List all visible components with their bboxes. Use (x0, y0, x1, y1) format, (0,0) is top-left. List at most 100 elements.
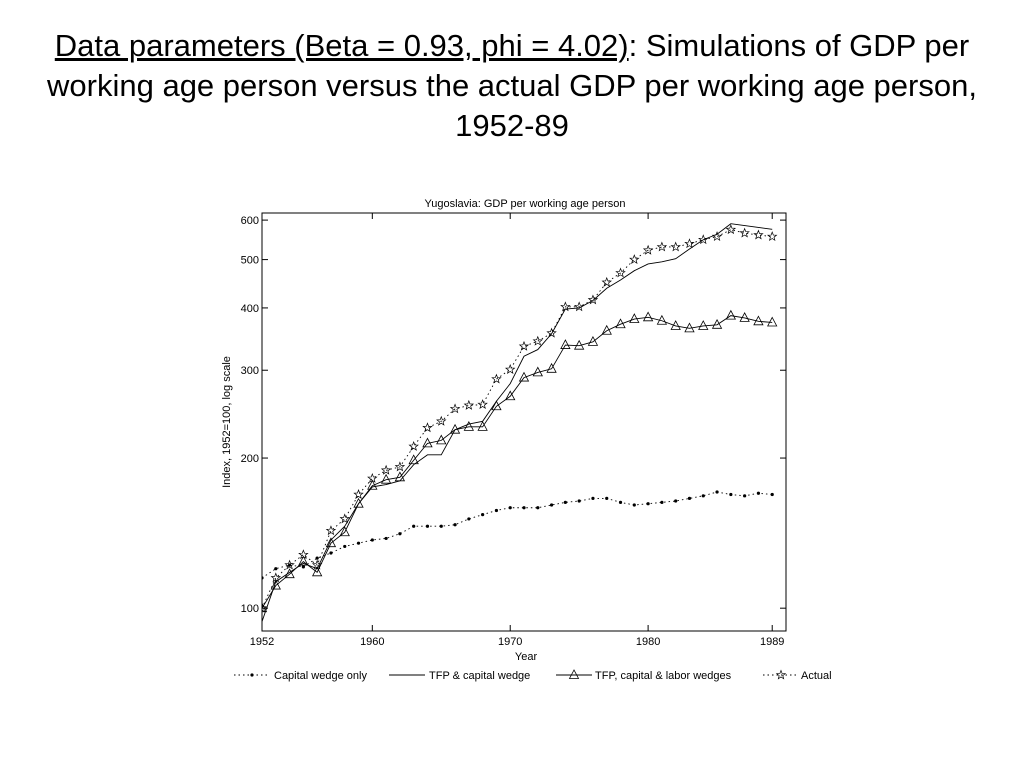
series-point (711, 318, 723, 329)
series-point (684, 322, 695, 333)
series-point (591, 496, 595, 501)
series-point (656, 241, 668, 252)
series-point (632, 503, 636, 507)
series-2 (262, 223, 773, 622)
series-point (508, 506, 512, 510)
series-point (674, 499, 678, 503)
series-point (577, 499, 581, 503)
series-point (546, 362, 557, 373)
series-point (504, 364, 516, 374)
y-tick-label: 100 (241, 603, 259, 615)
series-point (380, 473, 392, 484)
series-point (536, 506, 540, 510)
series-point (353, 497, 364, 508)
series-point (367, 472, 378, 483)
plot-frame (261, 212, 787, 632)
series-point (449, 403, 461, 414)
series-point (394, 461, 406, 472)
series-point (491, 400, 502, 411)
series-point (477, 420, 488, 431)
series-point (467, 517, 471, 521)
series-point (325, 525, 337, 536)
y-tick-label: 500 (241, 255, 259, 267)
series-point (739, 227, 750, 238)
series-point (698, 234, 709, 245)
y-axis: 100 200 300 400 500 600 (241, 215, 786, 615)
series-point (270, 579, 281, 590)
x-axis-label: Year (515, 651, 538, 663)
series-point (384, 536, 388, 541)
series-point (711, 231, 723, 242)
series-point (298, 555, 309, 566)
legend: Capital wedge only TFP & capital wedge TFP… (234, 669, 832, 682)
series-point (449, 423, 461, 434)
series-point (725, 309, 737, 320)
series-line (262, 229, 773, 609)
series-point (753, 315, 764, 326)
series-point (615, 267, 626, 278)
series-point (408, 454, 419, 465)
series-point (646, 502, 650, 506)
legend-label: Actual (801, 670, 832, 682)
series-point (284, 568, 295, 579)
series-point (329, 551, 333, 555)
series-point (518, 371, 530, 382)
legend-marker (568, 669, 580, 679)
series-point (284, 559, 295, 570)
slide-title-description: : Simulations of GDP per working age per… (47, 28, 977, 143)
y-tick-label: 200 (241, 453, 259, 465)
series-point (370, 538, 374, 542)
series-point (601, 276, 612, 287)
series-point (615, 318, 626, 329)
legend-label: TFP & capital wedge (429, 670, 530, 682)
series-point (656, 314, 668, 325)
legend-entry: Capital wedge only (234, 670, 367, 682)
series-point (262, 576, 264, 580)
series-point (573, 301, 585, 312)
series-point (367, 479, 378, 490)
series-point (315, 556, 319, 560)
series-point (425, 524, 430, 528)
slide-title: Data parameters (Beta = 0.93, phi = 4.02… (40, 26, 984, 146)
legend-entry: TFP & capital wedge (389, 670, 530, 682)
series-point (573, 339, 585, 350)
series-point (629, 254, 640, 265)
series-point (262, 602, 268, 613)
series-point (698, 320, 709, 330)
series-point (753, 229, 764, 240)
legend-entry: TFP, capital & labor wedges (556, 669, 732, 682)
series-point (325, 537, 337, 548)
series-point (642, 244, 654, 255)
series-point (563, 500, 567, 504)
series-point (262, 602, 268, 613)
series-point (560, 301, 571, 312)
slide-title-parameters: Data parameters (Beta = 0.93, phi = 4.02… (54, 28, 629, 63)
series-point (684, 238, 695, 249)
series-point (687, 496, 692, 501)
series-line (262, 491, 773, 579)
legend-marker (775, 669, 787, 680)
series-point (739, 312, 750, 322)
series-point (618, 500, 623, 504)
series-point (715, 490, 719, 494)
series-4 (262, 224, 778, 613)
series-point (463, 399, 475, 410)
series-point (477, 399, 488, 410)
series-point (546, 327, 557, 338)
series-point (549, 503, 554, 507)
series-point (422, 422, 433, 433)
y-tick-label: 400 (241, 303, 259, 315)
series-line (262, 315, 773, 609)
series-point (301, 565, 305, 569)
legend-entry: Actual (763, 669, 832, 682)
series-point (532, 366, 543, 377)
series-point (463, 420, 475, 431)
series-point (394, 471, 406, 482)
series-point (587, 335, 599, 346)
series-point (756, 491, 761, 495)
series-point (642, 311, 654, 322)
x-tick-label: 1980 (636, 636, 660, 648)
series-point (270, 572, 282, 583)
x-tick-label: 1970 (498, 636, 522, 648)
